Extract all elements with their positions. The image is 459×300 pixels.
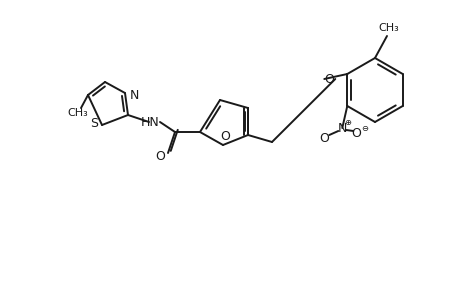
Text: S: S [90, 116, 98, 130]
Text: O: O [155, 149, 165, 163]
Text: ⊖: ⊖ [360, 124, 367, 133]
Text: O: O [319, 131, 329, 145]
Text: O: O [219, 130, 230, 142]
Text: O: O [324, 73, 334, 85]
Text: CH₃: CH₃ [67, 108, 88, 118]
Text: CH₃: CH₃ [378, 23, 398, 33]
Text: N: N [337, 122, 346, 134]
Text: HN: HN [140, 116, 159, 128]
Text: N: N [129, 88, 138, 101]
Text: O: O [351, 127, 360, 140]
Text: ⊕: ⊕ [343, 118, 350, 127]
